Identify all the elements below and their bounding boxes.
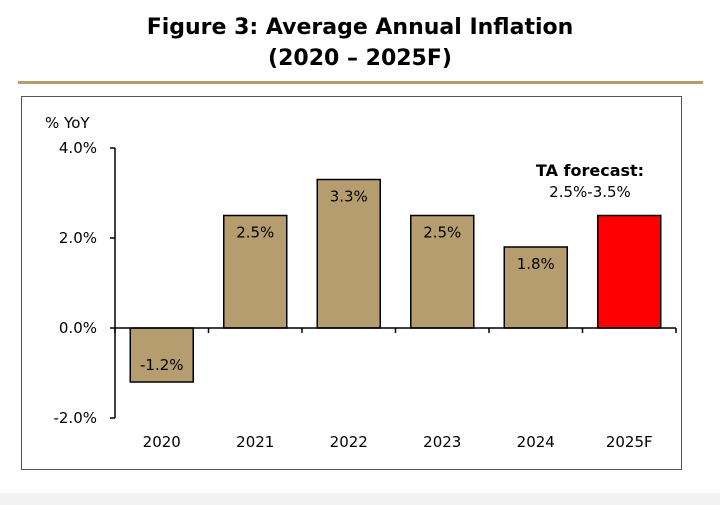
x-tick-label: 2022 bbox=[330, 433, 368, 451]
y-tick-label: -2.0% bbox=[53, 409, 97, 427]
x-tick-label: 2024 bbox=[517, 433, 555, 451]
x-tick-label: 2023 bbox=[423, 433, 461, 451]
y-tick-label: 0.0% bbox=[59, 319, 97, 337]
x-tick-label: 2021 bbox=[236, 433, 274, 451]
forecast-annotation-range: 2.5%-3.5% bbox=[549, 183, 631, 201]
bar-2025F bbox=[597, 214, 662, 329]
y-axis-label: % YoY bbox=[45, 114, 90, 132]
bottom-strip bbox=[0, 493, 720, 505]
bar-2023 bbox=[410, 214, 475, 329]
bar-2024 bbox=[503, 246, 568, 329]
figure-title-line-2: (2020 – 2025F) bbox=[268, 46, 452, 71]
data-label: -1.2% bbox=[140, 356, 184, 374]
plot-area: 4.0% 2.0% 0.0% -2.0% -1.2% 2020 2.5% 2021 3.3% 20… bbox=[53, 139, 677, 451]
title-divider bbox=[18, 81, 703, 84]
data-label: 2.5% bbox=[423, 224, 461, 242]
data-label: 2.5% bbox=[236, 224, 274, 242]
forecast-annotation-title: TA forecast: bbox=[536, 161, 644, 180]
x-tick-label: 2025F bbox=[606, 433, 653, 451]
data-label: 3.3% bbox=[330, 188, 368, 206]
bar-2021 bbox=[223, 214, 288, 329]
figure-title-line-1: Figure 3: Average Annual Inflation bbox=[146, 15, 574, 40]
x-tick-label: 2020 bbox=[143, 433, 181, 451]
bar-2022 bbox=[316, 178, 381, 329]
y-tick-label: 4.0% bbox=[59, 139, 97, 157]
data-label: 1.8% bbox=[517, 255, 555, 273]
y-tick-label: 2.0% bbox=[59, 229, 97, 247]
figure-title: Figure 3: Average Annual Inflation (2020… bbox=[0, 12, 720, 74]
